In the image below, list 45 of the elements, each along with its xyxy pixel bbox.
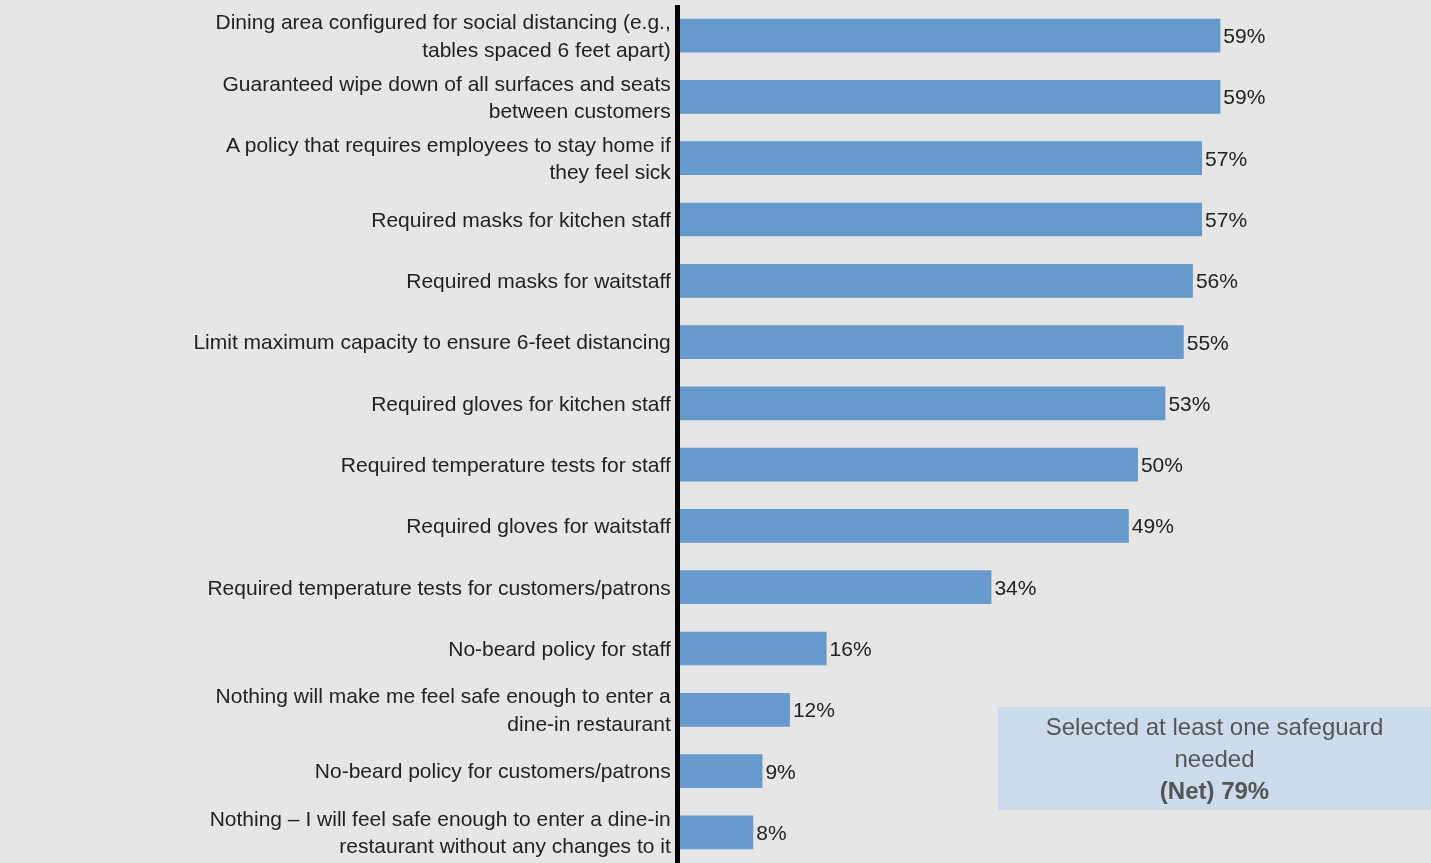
data-label: 59% xyxy=(1223,85,1266,109)
y-tick-label: Required gloves for kitchen staff xyxy=(371,391,671,415)
bar xyxy=(680,141,1203,176)
data-label: 56% xyxy=(1195,269,1238,293)
data-label: 12% xyxy=(792,698,835,722)
bar xyxy=(680,692,790,727)
bar xyxy=(680,263,1193,298)
data-label: 8% xyxy=(756,820,787,844)
data-label: 55% xyxy=(1186,330,1229,354)
y-tick-label: No-beard policy for customers/patrons xyxy=(314,759,671,783)
data-label: 57% xyxy=(1205,208,1248,231)
bar xyxy=(680,325,1184,359)
y-tick-label: Required masks for kitchen staff xyxy=(371,207,671,231)
y-tick-label: No-beard policy for staff xyxy=(448,636,671,660)
bar xyxy=(680,18,1221,53)
data-label: 59% xyxy=(1223,24,1266,48)
y-tick-label: Dining area configured for social distancing (e.g., tables spaced 6 feet apart) xyxy=(215,10,671,61)
data-label: 49% xyxy=(1131,514,1174,538)
bar xyxy=(680,631,827,666)
bar xyxy=(680,509,1129,543)
bar xyxy=(680,447,1138,482)
bar xyxy=(680,202,1203,237)
data-label: 9% xyxy=(765,759,796,783)
data-label: 34% xyxy=(994,575,1037,599)
bar xyxy=(680,80,1221,114)
y-tick-label: Nothing – I will feel safe enough to enter a dine-in restaurant without any changes to it xyxy=(209,807,671,858)
y-tick-label: Required gloves for waitstaff xyxy=(406,514,671,538)
y-tick-label: Limit maximum capacity to ensure 6-feet distancing xyxy=(193,330,671,354)
data-label: 50% xyxy=(1140,453,1183,477)
y-tick-label: Guaranteed wipe down of all surfaces and seats between customers xyxy=(222,71,671,122)
data-label: 53% xyxy=(1168,391,1211,415)
annotation: (Net) 79% xyxy=(1159,776,1270,804)
y-tick-label: Required temperature tests for customers/patrons xyxy=(207,575,671,599)
y-tick-label: Required masks for waitstaff xyxy=(406,269,671,293)
y-tick-label: Nothing will make me feel safe enough to enter a dine-in restaurant xyxy=(215,684,672,735)
data-label: 16% xyxy=(829,637,872,660)
y-tick-label: A policy that requires employees to stay home if they feel sick xyxy=(226,132,672,184)
bar xyxy=(680,386,1166,421)
bar xyxy=(680,815,754,850)
bar xyxy=(680,754,763,788)
callout-box: Selected at least one safeguard needed (Net) 79% xyxy=(998,707,1431,810)
data-label: 57% xyxy=(1205,146,1248,170)
y-tick-label: Required temperature tests for staff xyxy=(340,452,671,476)
bar xyxy=(680,570,992,605)
annotation: Selected at least one safeguard needed xyxy=(1045,712,1384,772)
